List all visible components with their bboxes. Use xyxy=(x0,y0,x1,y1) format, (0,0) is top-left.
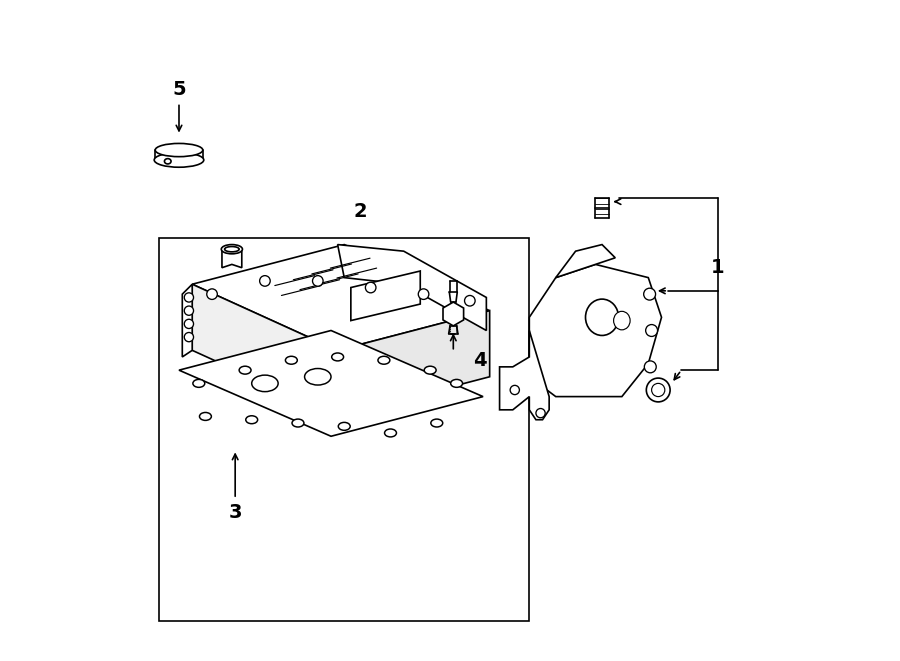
Ellipse shape xyxy=(614,311,630,330)
Ellipse shape xyxy=(424,366,436,374)
Circle shape xyxy=(418,289,428,299)
Ellipse shape xyxy=(165,159,171,164)
Circle shape xyxy=(184,332,194,342)
Polygon shape xyxy=(443,302,464,326)
Text: 3: 3 xyxy=(229,503,242,522)
Ellipse shape xyxy=(451,379,463,387)
Ellipse shape xyxy=(431,419,443,427)
Ellipse shape xyxy=(285,356,297,364)
Ellipse shape xyxy=(586,299,618,335)
Polygon shape xyxy=(222,248,242,268)
Ellipse shape xyxy=(252,375,278,391)
Ellipse shape xyxy=(155,143,202,157)
Ellipse shape xyxy=(384,429,397,437)
Ellipse shape xyxy=(225,247,239,252)
Text: 2: 2 xyxy=(354,202,367,221)
Polygon shape xyxy=(529,264,662,397)
Circle shape xyxy=(644,361,656,373)
Ellipse shape xyxy=(200,412,212,420)
Circle shape xyxy=(184,319,194,329)
Text: 4: 4 xyxy=(472,351,487,369)
Ellipse shape xyxy=(338,422,350,430)
Polygon shape xyxy=(193,284,338,416)
Circle shape xyxy=(536,408,545,418)
Circle shape xyxy=(312,276,323,286)
Ellipse shape xyxy=(246,416,257,424)
Ellipse shape xyxy=(332,353,344,361)
Ellipse shape xyxy=(193,379,205,387)
Ellipse shape xyxy=(239,366,251,374)
Circle shape xyxy=(645,325,658,336)
Circle shape xyxy=(644,288,655,300)
Polygon shape xyxy=(556,245,616,278)
Polygon shape xyxy=(338,311,490,416)
Circle shape xyxy=(365,282,376,293)
Ellipse shape xyxy=(221,245,242,254)
Ellipse shape xyxy=(378,356,390,364)
Bar xyxy=(159,238,529,621)
Circle shape xyxy=(510,385,519,395)
Ellipse shape xyxy=(292,419,304,427)
Polygon shape xyxy=(500,330,549,420)
Polygon shape xyxy=(183,284,193,357)
Polygon shape xyxy=(351,271,420,321)
Circle shape xyxy=(652,383,665,397)
Polygon shape xyxy=(193,245,490,350)
Polygon shape xyxy=(179,330,483,436)
Circle shape xyxy=(464,295,475,306)
Text: 5: 5 xyxy=(172,80,185,98)
Circle shape xyxy=(184,293,194,302)
Ellipse shape xyxy=(154,153,203,167)
Ellipse shape xyxy=(304,369,331,385)
Text: 1: 1 xyxy=(711,258,724,277)
Polygon shape xyxy=(338,245,486,330)
Circle shape xyxy=(207,289,217,299)
Circle shape xyxy=(646,378,670,402)
Circle shape xyxy=(184,306,194,315)
Circle shape xyxy=(259,276,270,286)
